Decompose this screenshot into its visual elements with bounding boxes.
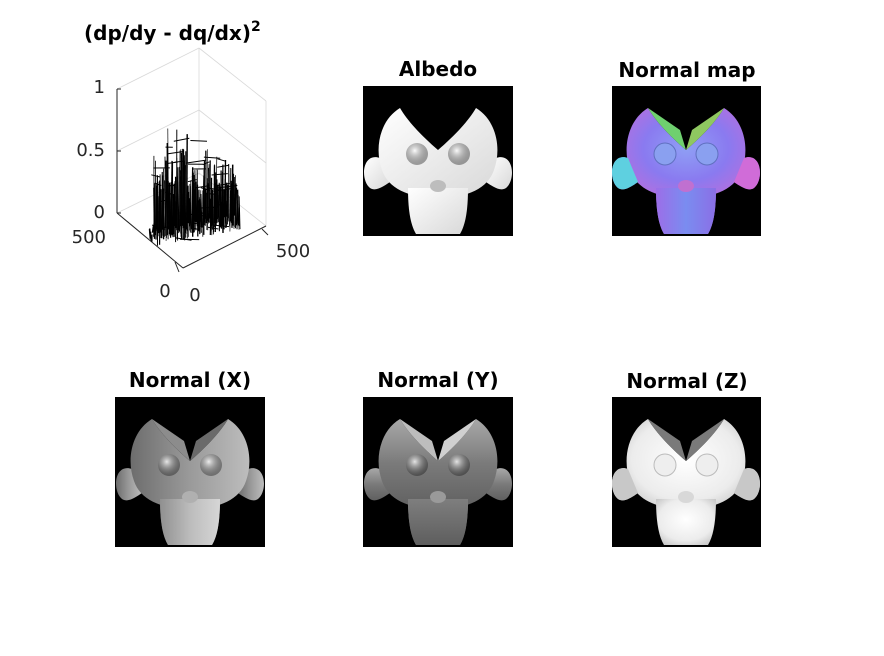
surface-mesh (148, 128, 241, 246)
surface-mesh-stroke (165, 181, 167, 242)
surface-mesh-stroke (211, 173, 228, 176)
surface-mesh-stroke (154, 182, 162, 186)
normal-z-panel: Normal (Z) (612, 369, 761, 547)
normal-y-title: Normal (Y) (377, 368, 498, 392)
surface-mesh-stroke (221, 201, 224, 234)
surface-mesh-stroke (164, 180, 166, 236)
x-tick-label: 0 (189, 285, 200, 306)
normal-map-panel: Normal map (612, 58, 761, 236)
surface-mesh-stroke (174, 176, 177, 229)
surface-mesh-stroke (214, 182, 230, 187)
normal-y-panel: Normal (Y) (363, 368, 513, 547)
surface-mesh-stroke (153, 226, 169, 230)
normal-z-title: Normal (Z) (626, 369, 747, 393)
normal-x-title: Normal (X) (129, 368, 251, 392)
surface-mesh-stroke (231, 168, 234, 226)
surface-mesh-stroke (181, 174, 183, 239)
surface-plot: (dp/dy - dq/dx)2 0 0.5 1 (72, 19, 311, 306)
surface-mesh-stroke (217, 158, 227, 162)
surface-mesh-stroke (192, 222, 198, 225)
z-tick-label: 0 (94, 202, 105, 223)
surface-mesh-stroke (237, 207, 240, 230)
surface-mesh-stroke (203, 169, 206, 226)
surface-mesh-stroke (218, 185, 238, 189)
surface-mesh-stroke (205, 150, 207, 224)
surface-axes-box (116, 47, 269, 273)
surface-mesh-stroke (200, 206, 220, 209)
surface-mesh-stroke (200, 193, 203, 228)
surface-mesh-stroke (159, 199, 166, 203)
surface-mesh-stroke (165, 191, 173, 195)
surface-plot-title: (dp/dy - dq/dx)2 (84, 19, 261, 45)
surface-mesh-stroke (167, 152, 169, 240)
surface-plot-title-exponent: 2 (251, 19, 261, 35)
surface-mesh-stroke (151, 224, 158, 229)
surface-mesh-stroke (207, 167, 210, 223)
surface-mesh-stroke (192, 227, 200, 231)
surface-mesh-stroke (174, 160, 183, 163)
surface-mesh-stroke (199, 204, 202, 233)
surface-mesh-stroke (151, 174, 161, 178)
surface-mesh-stroke (182, 149, 185, 229)
surface-mesh-stroke (225, 200, 227, 227)
surface-mesh-stroke (193, 174, 196, 222)
surface-mesh-stroke (168, 182, 171, 236)
surface-mesh-stroke (174, 195, 177, 243)
surface-mesh-stroke (176, 157, 179, 241)
surface-mesh-stroke (207, 187, 222, 191)
surface-mesh-stroke (202, 161, 210, 166)
surface-mesh-stroke (197, 210, 204, 214)
surface-plot-title-text: (dp/dy - dq/dx) (84, 21, 251, 45)
surface-mesh-stroke (203, 156, 221, 159)
surface-mesh-stroke (215, 203, 223, 206)
surface-mesh-stroke (168, 151, 184, 155)
y-tick-label: 0 (159, 281, 170, 302)
x-tick-label: 500 (276, 241, 310, 262)
surface-mesh-stroke (228, 173, 230, 226)
z-tick-label: 0.5 (76, 140, 105, 161)
surface-mesh-stroke (177, 176, 180, 231)
surface-mesh-stroke (207, 226, 219, 230)
surface-mesh-stroke (229, 167, 232, 222)
surface-mesh-stroke (226, 190, 229, 220)
surface-mesh-stroke (183, 155, 186, 234)
surface-mesh-stroke (238, 196, 241, 230)
x-axis-line (182, 225, 267, 269)
surface-mesh-stroke (210, 182, 213, 236)
normal-map-title: Normal map (618, 58, 755, 82)
surface-mesh-stroke (212, 224, 230, 228)
surface-mesh-stroke (195, 185, 209, 189)
surface-mesh-stroke (173, 137, 190, 142)
surface-mesh-stroke (195, 186, 197, 223)
surface-mesh-stroke (153, 183, 156, 236)
z-tick-label: 1 (94, 77, 105, 98)
surface-mesh-stroke (235, 196, 238, 226)
surface-mesh-stroke (206, 192, 209, 231)
y-tick-label: 500 (72, 227, 106, 248)
albedo-title: Albedo (399, 57, 477, 81)
surface-mesh-stroke (187, 179, 197, 183)
surface-mesh-stroke (159, 189, 163, 239)
surface-mesh-stroke (190, 140, 208, 142)
surface-mesh-stroke (185, 159, 206, 164)
surface-mesh-stroke (209, 193, 218, 195)
surface-mesh-stroke (207, 149, 209, 224)
surface-mesh-stroke (213, 187, 233, 192)
surface-mesh-stroke (201, 190, 204, 228)
normal-x-panel: Normal (X) (115, 368, 265, 547)
surface-mesh-stroke (195, 181, 198, 223)
surface-mesh-stroke (217, 164, 229, 168)
y-axis-line (116, 212, 184, 269)
surface-mesh-stroke (200, 187, 211, 191)
surface-mesh-stroke (184, 213, 204, 217)
albedo-panel: Albedo (363, 57, 513, 236)
